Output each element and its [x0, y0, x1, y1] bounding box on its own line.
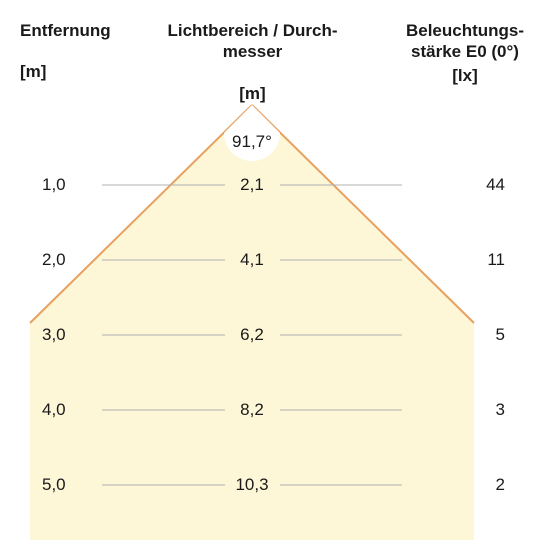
illuminance-value: 44: [430, 175, 505, 195]
unit-diameter: [m]: [160, 84, 345, 104]
header-illuminance: Beleuchtungs-stärke E0 (0°): [400, 20, 530, 63]
illuminance-value: 5: [430, 325, 505, 345]
distance-value: 3,0: [42, 325, 102, 345]
distance-value: 5,0: [42, 475, 102, 495]
diameter-value: 4,1: [222, 250, 282, 270]
distance-value: 4,0: [42, 400, 102, 420]
distance-value: 2,0: [42, 250, 102, 270]
diameter-value: 6,2: [222, 325, 282, 345]
diameter-value: 2,1: [222, 175, 282, 195]
illuminance-value: 2: [430, 475, 505, 495]
illuminance-value: 11: [430, 250, 505, 270]
beam-angle: 91,7°: [222, 132, 282, 152]
header-diameter: Lichtbereich / Durch-messer: [160, 20, 345, 63]
distance-value: 1,0: [42, 175, 102, 195]
unit-illuminance: [lx]: [400, 66, 530, 86]
diameter-value: 10,3: [222, 475, 282, 495]
illuminance-value: 3: [430, 400, 505, 420]
header-distance: Entfernung: [20, 20, 130, 41]
unit-distance: [m]: [20, 62, 130, 82]
diameter-value: 8,2: [222, 400, 282, 420]
